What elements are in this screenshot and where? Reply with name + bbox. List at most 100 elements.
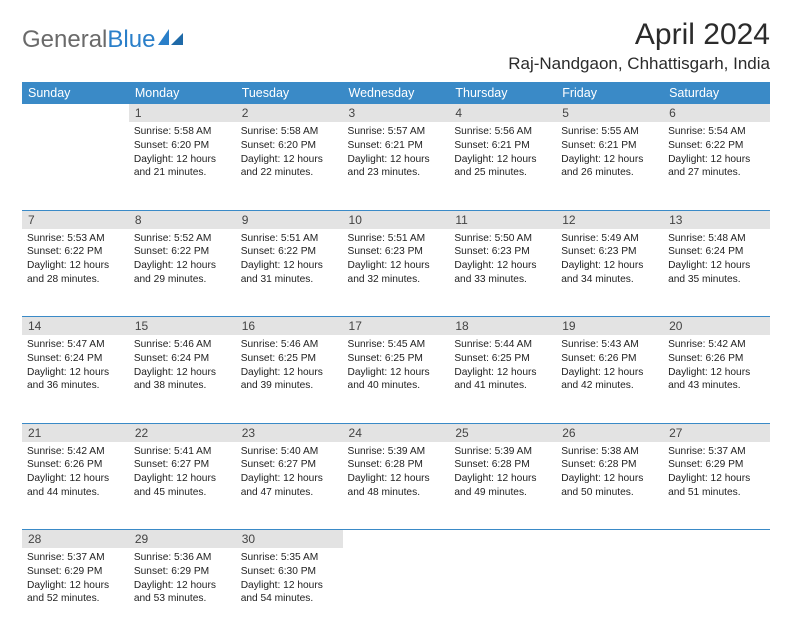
day-info-cell: Sunrise: 5:43 AMSunset: 6:26 PMDaylight:… <box>556 335 663 423</box>
day-number-cell: 15 <box>129 317 236 336</box>
day-number-cell: 1 <box>129 104 236 122</box>
day-number-cell: 13 <box>663 210 770 229</box>
day-number-cell <box>343 530 450 549</box>
daylight-line: Daylight: 12 hours and 36 minutes. <box>27 366 124 394</box>
sunrise-line: Sunrise: 5:39 AM <box>454 445 551 459</box>
sunrise-line: Sunrise: 5:57 AM <box>348 125 445 139</box>
day-info-cell: Sunrise: 5:53 AMSunset: 6:22 PMDaylight:… <box>22 229 129 317</box>
day-number-cell <box>556 530 663 549</box>
day-number-cell: 22 <box>129 423 236 442</box>
day-info-cell: Sunrise: 5:51 AMSunset: 6:23 PMDaylight:… <box>343 229 450 317</box>
day-info-cell <box>449 548 556 636</box>
weekday-header: Thursday <box>449 82 556 104</box>
day-number-cell: 29 <box>129 530 236 549</box>
day-number-cell: 17 <box>343 317 450 336</box>
sunrise-line: Sunrise: 5:42 AM <box>27 445 124 459</box>
sunset-line: Sunset: 6:30 PM <box>241 565 338 579</box>
title-block: April 2024 Raj-Nandgaon, Chhattisgarh, I… <box>508 18 770 74</box>
sunset-line: Sunset: 6:25 PM <box>454 352 551 366</box>
day-info-cell: Sunrise: 5:47 AMSunset: 6:24 PMDaylight:… <box>22 335 129 423</box>
daylight-line: Daylight: 12 hours and 53 minutes. <box>134 579 231 607</box>
sunset-line: Sunset: 6:22 PM <box>134 245 231 259</box>
weekday-header-row: SundayMondayTuesdayWednesdayThursdayFrid… <box>22 82 770 104</box>
sunset-line: Sunset: 6:29 PM <box>668 458 765 472</box>
day-number-row: 14151617181920 <box>22 317 770 336</box>
sunset-line: Sunset: 6:27 PM <box>241 458 338 472</box>
daylight-line: Daylight: 12 hours and 25 minutes. <box>454 153 551 181</box>
day-info-cell: Sunrise: 5:39 AMSunset: 6:28 PMDaylight:… <box>343 442 450 530</box>
daylight-line: Daylight: 12 hours and 26 minutes. <box>561 153 658 181</box>
weekday-header: Tuesday <box>236 82 343 104</box>
sunset-line: Sunset: 6:23 PM <box>454 245 551 259</box>
sunrise-line: Sunrise: 5:37 AM <box>27 551 124 565</box>
calendar-page: GeneralBlue April 2024 Raj-Nandgaon, Chh… <box>0 0 792 636</box>
day-info-cell: Sunrise: 5:57 AMSunset: 6:21 PMDaylight:… <box>343 122 450 210</box>
sunrise-line: Sunrise: 5:56 AM <box>454 125 551 139</box>
page-header: GeneralBlue April 2024 Raj-Nandgaon, Chh… <box>22 18 770 74</box>
daylight-line: Daylight: 12 hours and 33 minutes. <box>454 259 551 287</box>
sunrise-line: Sunrise: 5:54 AM <box>668 125 765 139</box>
daylight-line: Daylight: 12 hours and 49 minutes. <box>454 472 551 500</box>
daylight-line: Daylight: 12 hours and 34 minutes. <box>561 259 658 287</box>
day-info-cell: Sunrise: 5:38 AMSunset: 6:28 PMDaylight:… <box>556 442 663 530</box>
weekday-header: Saturday <box>663 82 770 104</box>
day-number-cell: 10 <box>343 210 450 229</box>
sunset-line: Sunset: 6:26 PM <box>561 352 658 366</box>
day-number-cell: 20 <box>663 317 770 336</box>
sunrise-line: Sunrise: 5:35 AM <box>241 551 338 565</box>
sunrise-line: Sunrise: 5:40 AM <box>241 445 338 459</box>
sunset-line: Sunset: 6:22 PM <box>241 245 338 259</box>
day-info-cell: Sunrise: 5:44 AMSunset: 6:25 PMDaylight:… <box>449 335 556 423</box>
daylight-line: Daylight: 12 hours and 41 minutes. <box>454 366 551 394</box>
sunset-line: Sunset: 6:21 PM <box>561 139 658 153</box>
sunset-line: Sunset: 6:29 PM <box>27 565 124 579</box>
sunrise-line: Sunrise: 5:36 AM <box>134 551 231 565</box>
sunset-line: Sunset: 6:21 PM <box>348 139 445 153</box>
sunset-line: Sunset: 6:29 PM <box>134 565 231 579</box>
day-number-cell: 30 <box>236 530 343 549</box>
daylight-line: Daylight: 12 hours and 38 minutes. <box>134 366 231 394</box>
daylight-line: Daylight: 12 hours and 44 minutes. <box>27 472 124 500</box>
sunrise-line: Sunrise: 5:46 AM <box>241 338 338 352</box>
daylight-line: Daylight: 12 hours and 27 minutes. <box>668 153 765 181</box>
day-info-cell: Sunrise: 5:42 AMSunset: 6:26 PMDaylight:… <box>22 442 129 530</box>
day-number-cell: 5 <box>556 104 663 122</box>
sunrise-line: Sunrise: 5:49 AM <box>561 232 658 246</box>
day-number-cell: 9 <box>236 210 343 229</box>
sunset-line: Sunset: 6:25 PM <box>241 352 338 366</box>
sunset-line: Sunset: 6:23 PM <box>561 245 658 259</box>
location-subtitle: Raj-Nandgaon, Chhattisgarh, India <box>508 54 770 74</box>
day-info-row: Sunrise: 5:47 AMSunset: 6:24 PMDaylight:… <box>22 335 770 423</box>
sunrise-line: Sunrise: 5:41 AM <box>134 445 231 459</box>
day-number-cell: 4 <box>449 104 556 122</box>
sunrise-line: Sunrise: 5:42 AM <box>668 338 765 352</box>
sunset-line: Sunset: 6:28 PM <box>348 458 445 472</box>
month-title: April 2024 <box>508 18 770 52</box>
day-info-cell: Sunrise: 5:35 AMSunset: 6:30 PMDaylight:… <box>236 548 343 636</box>
day-info-cell: Sunrise: 5:37 AMSunset: 6:29 PMDaylight:… <box>663 442 770 530</box>
sunset-line: Sunset: 6:24 PM <box>27 352 124 366</box>
day-number-cell: 23 <box>236 423 343 442</box>
day-info-cell: Sunrise: 5:42 AMSunset: 6:26 PMDaylight:… <box>663 335 770 423</box>
day-info-row: Sunrise: 5:42 AMSunset: 6:26 PMDaylight:… <box>22 442 770 530</box>
logo: GeneralBlue <box>22 18 184 54</box>
day-info-cell: Sunrise: 5:55 AMSunset: 6:21 PMDaylight:… <box>556 122 663 210</box>
daylight-line: Daylight: 12 hours and 50 minutes. <box>561 472 658 500</box>
day-info-cell <box>22 122 129 210</box>
sunset-line: Sunset: 6:26 PM <box>27 458 124 472</box>
day-number-cell: 16 <box>236 317 343 336</box>
calendar-table: SundayMondayTuesdayWednesdayThursdayFrid… <box>22 82 770 636</box>
day-info-cell <box>556 548 663 636</box>
daylight-line: Daylight: 12 hours and 45 minutes. <box>134 472 231 500</box>
day-info-cell: Sunrise: 5:52 AMSunset: 6:22 PMDaylight:… <box>129 229 236 317</box>
daylight-line: Daylight: 12 hours and 31 minutes. <box>241 259 338 287</box>
weekday-header: Sunday <box>22 82 129 104</box>
day-info-row: Sunrise: 5:53 AMSunset: 6:22 PMDaylight:… <box>22 229 770 317</box>
sunset-line: Sunset: 6:21 PM <box>454 139 551 153</box>
sunrise-line: Sunrise: 5:47 AM <box>27 338 124 352</box>
day-number-cell: 3 <box>343 104 450 122</box>
daylight-line: Daylight: 12 hours and 43 minutes. <box>668 366 765 394</box>
daylight-line: Daylight: 12 hours and 51 minutes. <box>668 472 765 500</box>
weekday-header: Wednesday <box>343 82 450 104</box>
logo-sail-icon <box>158 26 184 54</box>
